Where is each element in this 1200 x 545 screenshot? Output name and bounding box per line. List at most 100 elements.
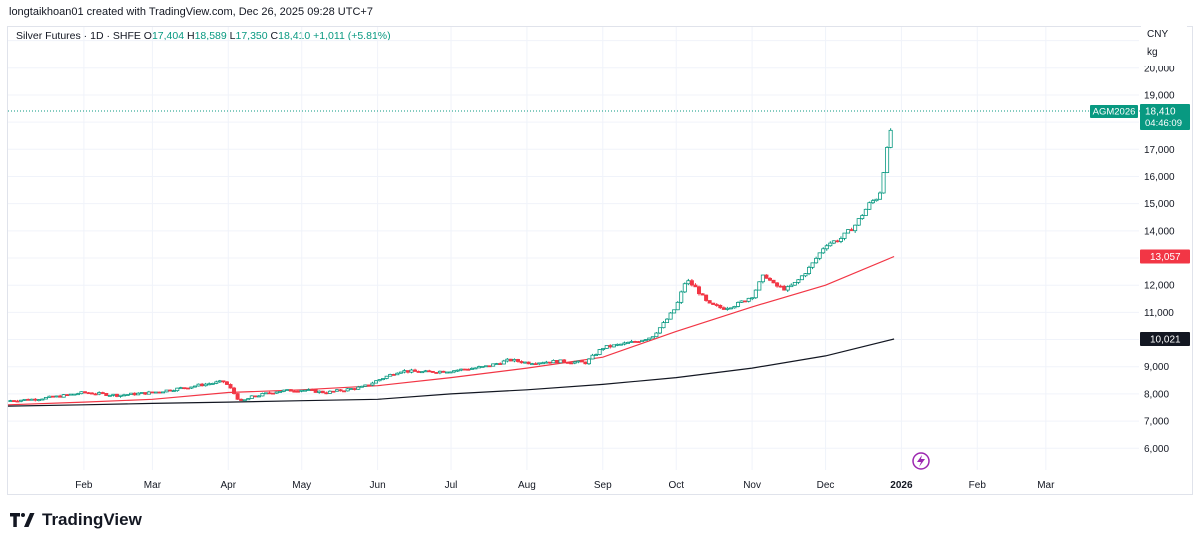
candle-body xyxy=(33,398,38,401)
candle-body xyxy=(278,391,283,393)
candle xyxy=(888,128,893,149)
lightning-icon[interactable] xyxy=(912,452,930,470)
candle-body xyxy=(295,390,300,393)
candle xyxy=(863,208,868,216)
candle-body xyxy=(374,380,379,384)
candle-body xyxy=(207,383,212,386)
grid-lines xyxy=(8,27,1139,470)
candle xyxy=(732,305,737,309)
candle xyxy=(452,370,457,374)
candle-body xyxy=(363,384,368,387)
candle xyxy=(831,240,836,245)
candle xyxy=(696,285,701,296)
candle xyxy=(650,336,655,339)
candle xyxy=(462,368,467,371)
candle-body xyxy=(384,375,389,379)
candle xyxy=(324,391,329,395)
candle-body xyxy=(398,371,403,374)
candle-body xyxy=(338,389,343,392)
candle-body xyxy=(324,392,329,395)
candle-body xyxy=(523,361,528,364)
candle-body xyxy=(345,388,350,392)
currency-label: CNY xyxy=(1147,29,1169,40)
candle-body xyxy=(476,366,481,369)
candle-body xyxy=(114,393,119,397)
candle xyxy=(320,390,325,394)
candle-body xyxy=(853,224,858,232)
candle-body xyxy=(530,363,535,366)
candle xyxy=(533,362,538,366)
candle-body xyxy=(679,291,684,303)
candle xyxy=(430,370,435,373)
candle-body xyxy=(292,390,297,393)
candle xyxy=(370,381,375,387)
candle xyxy=(150,391,155,394)
candle xyxy=(544,360,549,364)
candle-body xyxy=(65,394,70,397)
candle-body xyxy=(132,392,137,396)
candle-body xyxy=(260,393,265,397)
candle-body xyxy=(562,359,567,363)
candle-body xyxy=(210,382,215,385)
candle-body xyxy=(43,397,48,400)
candle xyxy=(636,340,641,343)
candle xyxy=(515,358,520,363)
candle-body xyxy=(146,391,151,395)
candle xyxy=(721,306,726,310)
candle-body xyxy=(178,387,183,390)
candle xyxy=(473,367,478,370)
candle xyxy=(476,365,481,369)
candle-body xyxy=(672,309,677,314)
candle xyxy=(331,390,336,393)
candle xyxy=(168,389,173,392)
candle xyxy=(338,388,343,392)
candle xyxy=(807,265,812,276)
time-tick-label: Dec xyxy=(817,480,835,491)
candle xyxy=(93,392,98,396)
candle-body xyxy=(430,370,435,373)
candle-body xyxy=(359,385,364,388)
candle xyxy=(366,384,371,387)
candle xyxy=(785,285,790,292)
candle xyxy=(22,398,27,401)
candle xyxy=(125,394,130,396)
candle-body xyxy=(239,398,244,401)
unit-selector[interactable]: CNY kg xyxy=(1141,26,1187,66)
candle-body xyxy=(878,192,883,200)
candle xyxy=(175,387,180,392)
candle-body xyxy=(327,390,332,394)
candle-body xyxy=(51,395,56,398)
candle xyxy=(306,388,311,391)
candle-body xyxy=(97,392,102,395)
candle-body xyxy=(175,387,180,392)
candle xyxy=(586,358,591,365)
candle xyxy=(352,388,357,391)
candle-body xyxy=(356,386,361,390)
candle-body xyxy=(508,358,513,362)
candle-body xyxy=(824,245,829,250)
candle xyxy=(33,398,38,402)
candle xyxy=(342,390,347,393)
candle xyxy=(384,375,389,380)
price-axis[interactable]: 6,0007,0008,0009,00010,00011,00012,00013… xyxy=(1144,36,1175,455)
symbol-name[interactable]: Silver Futures · 1D · SHFE xyxy=(16,30,141,42)
candle-body xyxy=(487,365,492,368)
candle-body xyxy=(736,301,741,307)
candle-body xyxy=(721,307,726,310)
chart-caption: longtaikhoan01 created with TradingView.… xyxy=(9,6,373,18)
candle xyxy=(775,282,780,288)
candle-body xyxy=(640,339,645,343)
candle-body xyxy=(79,391,84,395)
candle xyxy=(505,358,510,363)
candle-body xyxy=(182,387,187,390)
candle-body xyxy=(153,391,158,394)
candle-body xyxy=(711,302,716,305)
time-axis[interactable]: Feb Mar Apr May Jun Jul Aug Sep Oct Nov Dec 2026 Feb… xyxy=(75,480,1055,491)
candle-body xyxy=(533,363,538,366)
low-label: L xyxy=(229,30,236,42)
candle xyxy=(750,297,755,301)
candle xyxy=(363,384,368,387)
candle xyxy=(647,337,652,341)
candle xyxy=(796,279,801,285)
